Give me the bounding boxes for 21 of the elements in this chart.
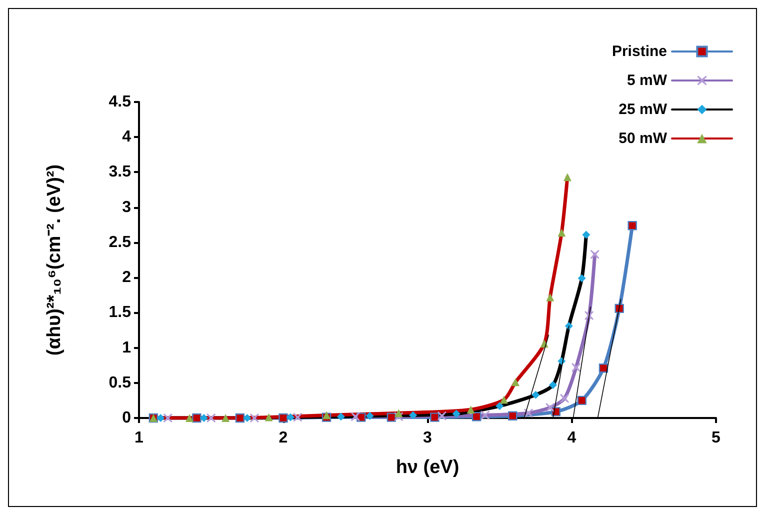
x-tick-label: 1 <box>134 430 144 446</box>
legend-label: 5 mW <box>626 72 668 89</box>
x-tick-label: 2 <box>278 430 288 446</box>
y-tick-label: 3 <box>122 198 132 216</box>
x-tick-label: 4 <box>567 430 576 446</box>
legend-label: 50 mW <box>618 130 668 147</box>
y-tick-label: 1 <box>122 339 132 356</box>
x-axis-title: hν (eV) <box>396 457 460 478</box>
y-tick-label: 3.5 <box>108 164 132 181</box>
y-tick-label: 1.5 <box>108 304 132 322</box>
x-tick-label: 5 <box>712 430 721 446</box>
y-tick-label: 2 <box>122 269 132 286</box>
x-tick-label: 3 <box>423 430 432 446</box>
y-tick-label: 4.5 <box>108 94 132 110</box>
y-tick-label: 2.5 <box>108 234 132 251</box>
y-axis-title: (αhυ)²*₁₀⁶(cm⁻². (eV)²) <box>44 164 65 356</box>
legend-label: Pristine <box>612 43 667 60</box>
y-tick-label: 4 <box>122 128 132 146</box>
y-tick-label: 0.5 <box>108 374 132 392</box>
legend-label: 25 mW <box>618 101 668 118</box>
y-tick-label: 0 <box>122 410 132 426</box>
